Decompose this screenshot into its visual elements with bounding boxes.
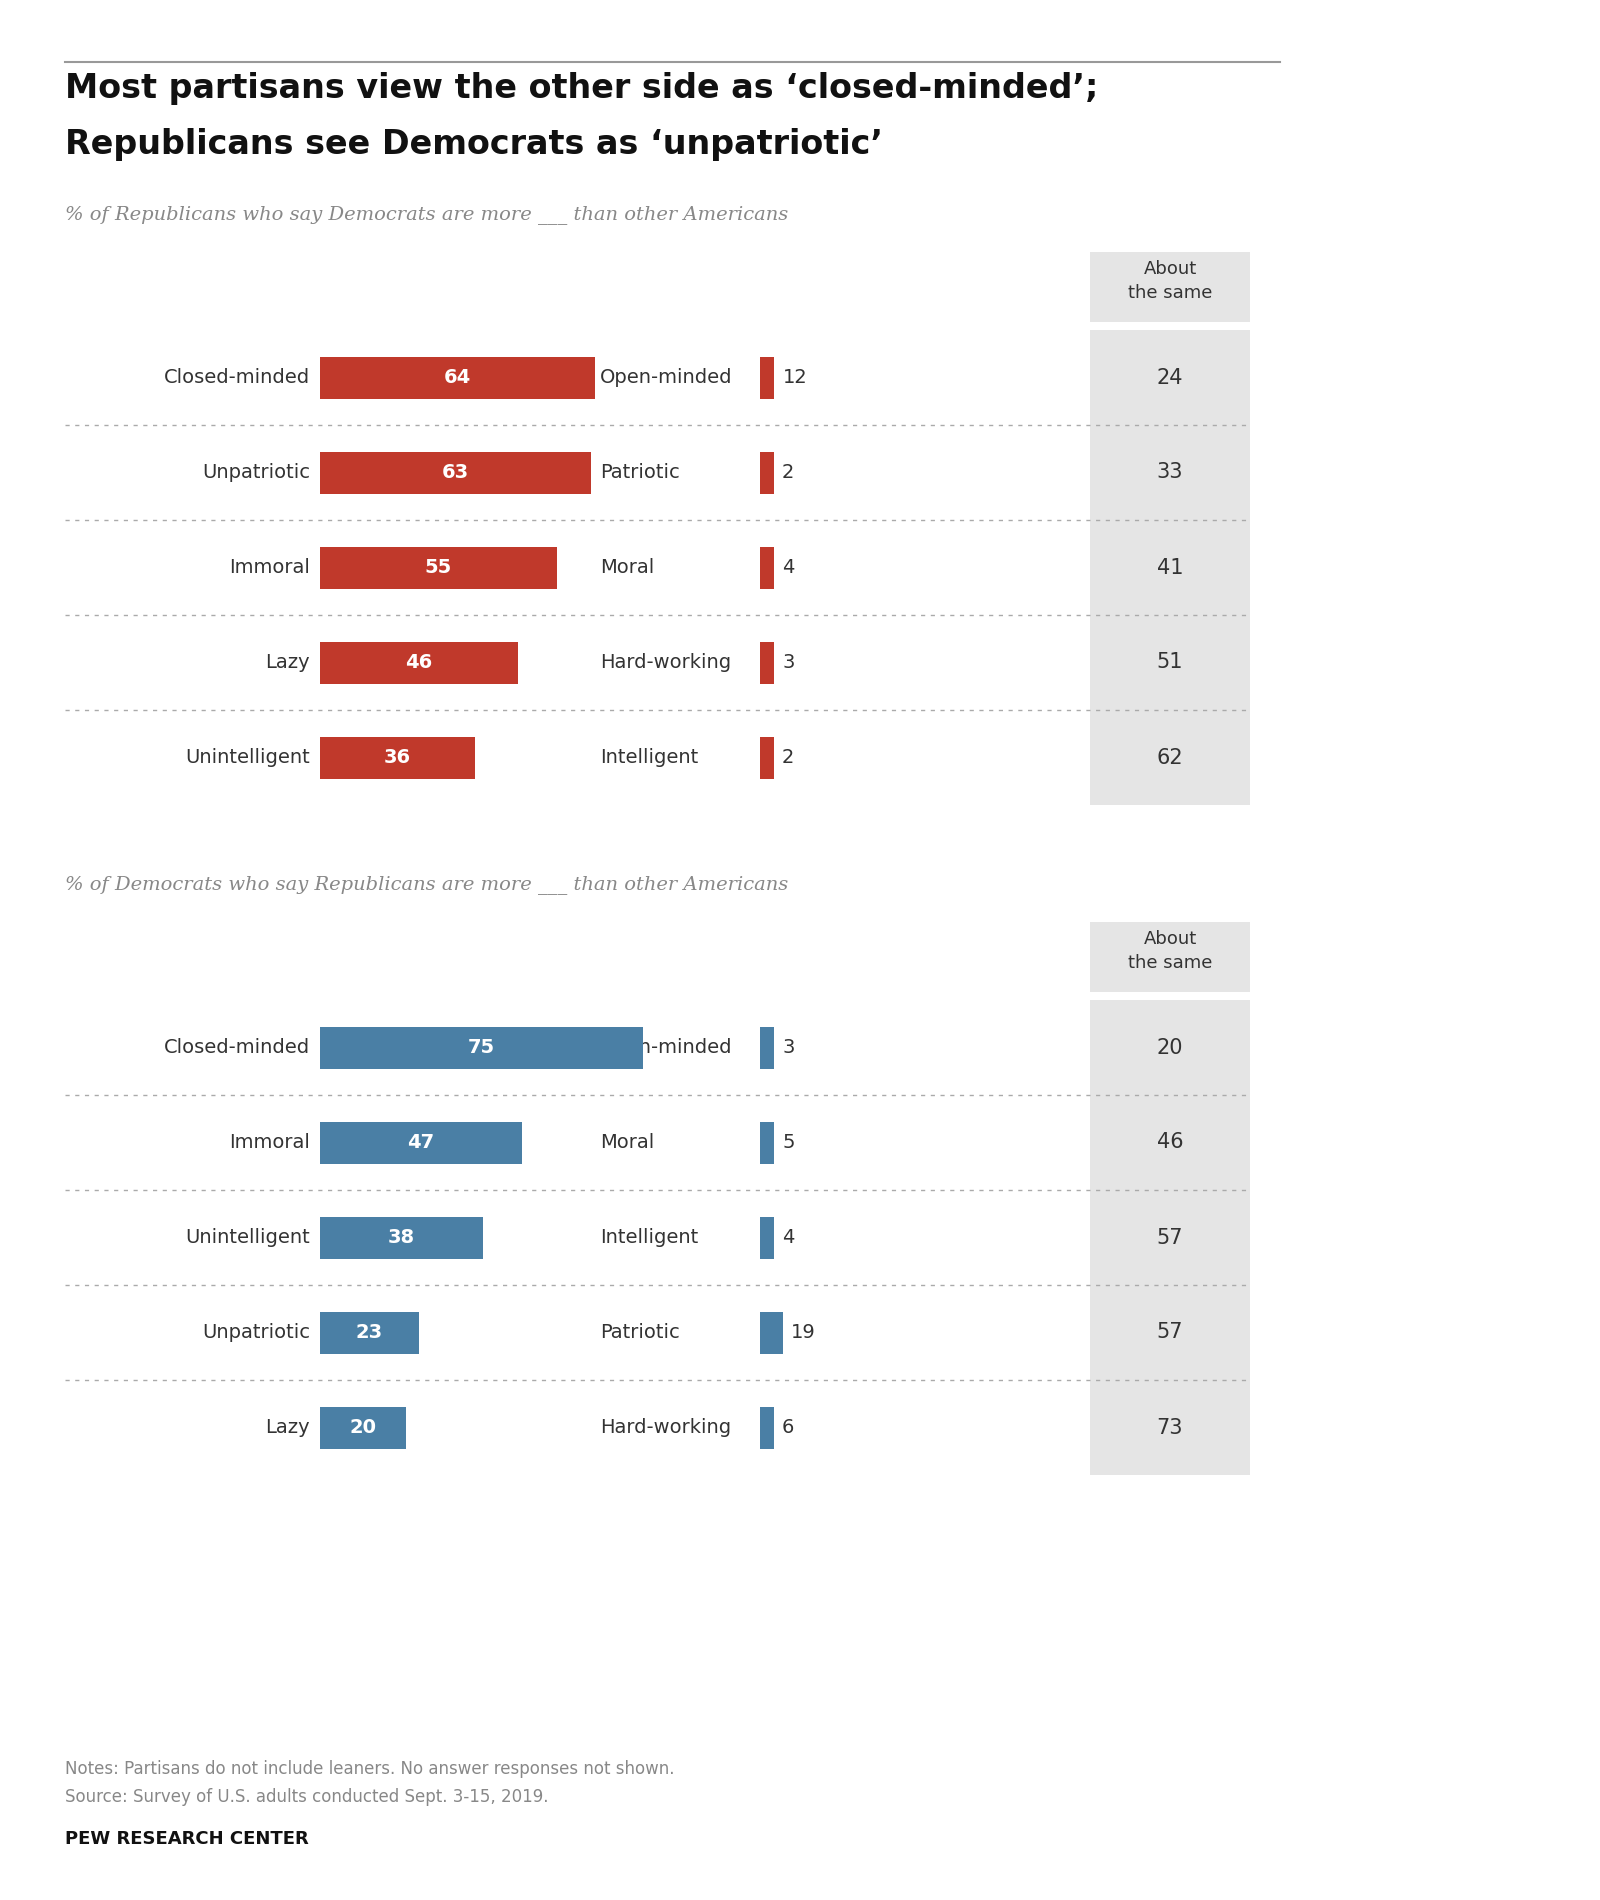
Text: 2: 2 bbox=[782, 749, 794, 768]
FancyBboxPatch shape bbox=[760, 642, 774, 684]
Text: 51: 51 bbox=[1157, 652, 1184, 673]
FancyBboxPatch shape bbox=[320, 452, 590, 494]
Text: 62: 62 bbox=[1157, 747, 1184, 768]
FancyBboxPatch shape bbox=[1090, 922, 1250, 992]
Text: 57: 57 bbox=[1157, 1227, 1184, 1248]
Text: 3: 3 bbox=[782, 1037, 794, 1056]
Text: Closed-minded: Closed-minded bbox=[163, 369, 310, 388]
Text: Notes: Partisans do not include leaners. No answer responses not shown.: Notes: Partisans do not include leaners.… bbox=[66, 1759, 675, 1778]
FancyBboxPatch shape bbox=[320, 1121, 522, 1163]
Text: 20: 20 bbox=[1157, 1037, 1184, 1058]
FancyBboxPatch shape bbox=[760, 1121, 774, 1163]
Text: 23: 23 bbox=[355, 1322, 382, 1341]
FancyBboxPatch shape bbox=[1090, 331, 1250, 806]
Text: 19: 19 bbox=[790, 1322, 816, 1341]
Text: Source: Survey of U.S. adults conducted Sept. 3-15, 2019.: Source: Survey of U.S. adults conducted … bbox=[66, 1788, 549, 1807]
Text: Unpatriotic: Unpatriotic bbox=[202, 1322, 310, 1341]
FancyBboxPatch shape bbox=[760, 737, 774, 779]
Text: % of Republicans who say Democrats are more ___ than other Americans: % of Republicans who say Democrats are m… bbox=[66, 205, 789, 224]
Text: 4: 4 bbox=[782, 559, 794, 578]
Text: 36: 36 bbox=[384, 749, 411, 768]
FancyBboxPatch shape bbox=[320, 1216, 483, 1258]
Text: Moral: Moral bbox=[600, 559, 654, 578]
Text: 5: 5 bbox=[782, 1132, 795, 1151]
Text: Intelligent: Intelligent bbox=[600, 749, 698, 768]
Text: 2: 2 bbox=[782, 464, 794, 483]
Text: Unintelligent: Unintelligent bbox=[186, 749, 310, 768]
FancyBboxPatch shape bbox=[1090, 253, 1250, 321]
Text: % of Democrats who say Republicans are more ___ than other Americans: % of Democrats who say Republicans are m… bbox=[66, 876, 789, 895]
Text: 73: 73 bbox=[1157, 1417, 1184, 1438]
Text: 38: 38 bbox=[389, 1227, 416, 1246]
FancyBboxPatch shape bbox=[320, 1311, 419, 1353]
Text: 63: 63 bbox=[442, 464, 469, 483]
Text: 64: 64 bbox=[443, 369, 472, 388]
Text: 4: 4 bbox=[782, 1227, 794, 1246]
Text: 75: 75 bbox=[467, 1037, 494, 1056]
Text: Intelligent: Intelligent bbox=[600, 1227, 698, 1246]
Text: Closed-minded: Closed-minded bbox=[163, 1037, 310, 1056]
Text: 46: 46 bbox=[1157, 1132, 1184, 1153]
Text: 47: 47 bbox=[408, 1132, 435, 1151]
FancyBboxPatch shape bbox=[320, 1406, 406, 1448]
Text: Hard-working: Hard-working bbox=[600, 654, 731, 673]
Text: Unintelligent: Unintelligent bbox=[186, 1227, 310, 1246]
Text: Open-minded: Open-minded bbox=[600, 1037, 733, 1056]
Text: Moral: Moral bbox=[600, 1132, 654, 1151]
Text: 12: 12 bbox=[782, 369, 806, 388]
Text: About
the same: About the same bbox=[1128, 929, 1213, 971]
Text: PEW RESEARCH CENTER: PEW RESEARCH CENTER bbox=[66, 1830, 309, 1849]
FancyBboxPatch shape bbox=[320, 642, 518, 684]
Text: Patriotic: Patriotic bbox=[600, 1322, 680, 1341]
Text: 41: 41 bbox=[1157, 557, 1184, 578]
Text: 3: 3 bbox=[782, 654, 794, 673]
FancyBboxPatch shape bbox=[1090, 999, 1250, 1474]
FancyBboxPatch shape bbox=[760, 1406, 774, 1448]
Text: 20: 20 bbox=[349, 1417, 376, 1436]
Text: Patriotic: Patriotic bbox=[600, 464, 680, 483]
FancyBboxPatch shape bbox=[760, 357, 774, 399]
Text: Immoral: Immoral bbox=[229, 1132, 310, 1151]
Text: 46: 46 bbox=[405, 654, 432, 673]
Text: Republicans see Democrats as ‘unpatriotic’: Republicans see Democrats as ‘unpatrioti… bbox=[66, 127, 883, 162]
Text: Lazy: Lazy bbox=[266, 654, 310, 673]
Text: About
the same: About the same bbox=[1128, 260, 1213, 302]
Text: 57: 57 bbox=[1157, 1322, 1184, 1343]
FancyBboxPatch shape bbox=[760, 1311, 782, 1353]
Text: 6: 6 bbox=[782, 1417, 794, 1436]
Text: 55: 55 bbox=[424, 559, 451, 578]
Text: Lazy: Lazy bbox=[266, 1417, 310, 1436]
FancyBboxPatch shape bbox=[760, 1026, 774, 1068]
Text: Immoral: Immoral bbox=[229, 559, 310, 578]
Text: 33: 33 bbox=[1157, 462, 1184, 483]
FancyBboxPatch shape bbox=[760, 547, 774, 589]
FancyBboxPatch shape bbox=[760, 452, 774, 494]
FancyBboxPatch shape bbox=[320, 737, 475, 779]
FancyBboxPatch shape bbox=[760, 1216, 774, 1258]
Text: 24: 24 bbox=[1157, 367, 1184, 388]
FancyBboxPatch shape bbox=[320, 1026, 643, 1068]
FancyBboxPatch shape bbox=[320, 357, 595, 399]
FancyBboxPatch shape bbox=[320, 547, 557, 589]
Text: Hard-working: Hard-working bbox=[600, 1417, 731, 1436]
Text: Open-minded: Open-minded bbox=[600, 369, 733, 388]
Text: Unpatriotic: Unpatriotic bbox=[202, 464, 310, 483]
Text: Most partisans view the other side as ‘closed-minded’;: Most partisans view the other side as ‘c… bbox=[66, 72, 1098, 104]
